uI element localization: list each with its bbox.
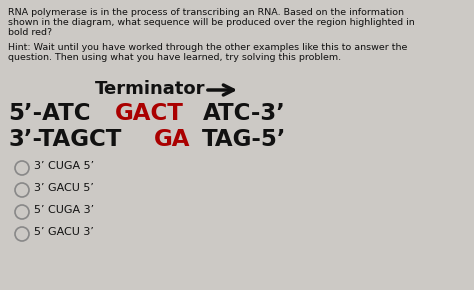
Text: 3’-TAGCT: 3’-TAGCT <box>8 128 121 151</box>
Text: 5’ GACU 3’: 5’ GACU 3’ <box>34 227 94 237</box>
Text: 5’ CUGA 3’: 5’ CUGA 3’ <box>34 205 94 215</box>
Text: question. Then using what you have learned, try solving this problem.: question. Then using what you have learn… <box>8 53 341 62</box>
Text: GACT: GACT <box>114 102 183 125</box>
Text: ATC-3’: ATC-3’ <box>203 102 286 125</box>
Text: bold red?: bold red? <box>8 28 52 37</box>
Text: RNA polymerase is in the process of transcribing an RNA. Based on the informatio: RNA polymerase is in the process of tran… <box>8 8 404 17</box>
Text: shown in the diagram, what sequence will be produced over the region highlighted: shown in the diagram, what sequence will… <box>8 18 415 27</box>
Text: Hint: Wait until you have worked through the other examples like this to answer : Hint: Wait until you have worked through… <box>8 43 407 52</box>
Text: 3’ GACU 5’: 3’ GACU 5’ <box>34 183 94 193</box>
Text: 3’ CUGA 5’: 3’ CUGA 5’ <box>34 161 94 171</box>
Text: GA: GA <box>155 128 191 151</box>
Text: Terminator: Terminator <box>95 80 206 98</box>
Text: 5’-ATC: 5’-ATC <box>8 102 91 125</box>
Text: TAG-5’: TAG-5’ <box>201 128 286 151</box>
